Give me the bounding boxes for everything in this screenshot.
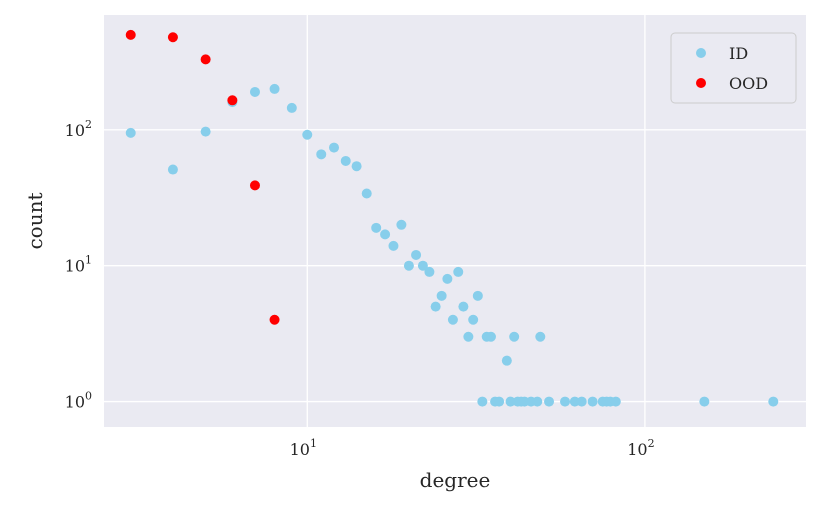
id-point (302, 129, 313, 140)
legend-label-id: ID (729, 44, 748, 63)
id-point (560, 396, 571, 407)
id-point (477, 396, 488, 407)
x-tick-label: 102 (627, 437, 654, 459)
x-tick-label: 101 (290, 437, 317, 459)
id-point (430, 301, 441, 312)
id-point (569, 396, 580, 407)
id-point (768, 396, 779, 407)
legend-marker-id (696, 48, 706, 58)
id-point (329, 142, 340, 153)
id-point (388, 240, 399, 251)
id-point (396, 219, 407, 230)
id-point (544, 396, 555, 407)
id-point (463, 331, 474, 342)
id-point (424, 266, 435, 277)
legend: ID OOD (670, 32, 797, 104)
id-point (535, 331, 546, 342)
id-point (442, 273, 453, 284)
id-point (249, 86, 260, 97)
ood-point (167, 32, 178, 43)
id-point (351, 161, 362, 172)
id-point (436, 290, 447, 301)
y-tick-label: 101 (65, 254, 92, 276)
y-axis-label: count (23, 192, 47, 249)
id-point (403, 260, 414, 271)
y-tick-label: 102 (65, 118, 92, 140)
id-point (587, 396, 598, 407)
id-point (472, 290, 483, 301)
id-point (453, 266, 464, 277)
data-points (125, 29, 779, 407)
id-point (532, 396, 543, 407)
id-point (494, 396, 505, 407)
id-point (576, 396, 587, 407)
id-point (167, 164, 178, 175)
id-point (371, 222, 382, 233)
id-point (458, 301, 469, 312)
id-point (125, 127, 136, 138)
id-point (485, 331, 496, 342)
y-tick-label: 100 (65, 390, 92, 412)
id-point (316, 149, 327, 160)
id-point (505, 396, 516, 407)
id-point (269, 83, 280, 94)
id-point (468, 314, 479, 325)
ood-point (227, 95, 238, 106)
id-point (361, 188, 372, 199)
grid-lines (104, 15, 806, 427)
legend-marker-ood (696, 78, 706, 88)
id-point (417, 260, 428, 271)
ood-point (269, 314, 280, 325)
ood-point (125, 29, 136, 40)
ood-point (249, 180, 260, 191)
id-point (200, 126, 211, 137)
id-point (501, 355, 512, 366)
id-point (380, 229, 391, 240)
id-point (286, 102, 297, 113)
legend-label-ood: OOD (729, 74, 768, 93)
id-point (447, 314, 458, 325)
id-point (509, 331, 520, 342)
x-axis-label: degree (420, 468, 491, 492)
id-point (340, 155, 351, 166)
id-point (610, 396, 621, 407)
id-point (699, 396, 710, 407)
ood-point (200, 54, 211, 65)
id-point (411, 249, 422, 260)
